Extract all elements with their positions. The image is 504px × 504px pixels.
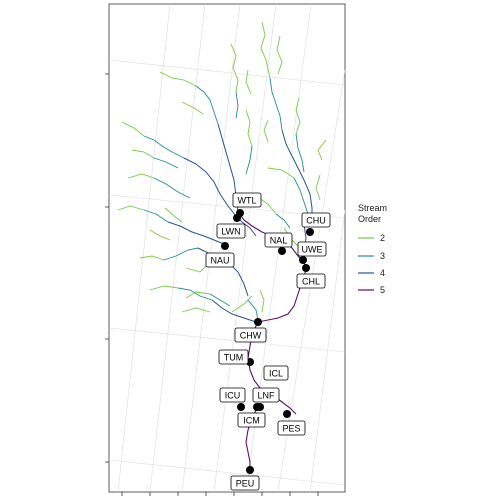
site-points bbox=[221, 209, 314, 474]
site-point-icu[interactable] bbox=[237, 403, 245, 411]
site-label-icl: ICL bbox=[263, 365, 289, 381]
site-point-nau[interactable] bbox=[221, 242, 229, 250]
site-label-text: NAL bbox=[270, 236, 288, 246]
site-label-text: UWE bbox=[302, 245, 323, 255]
site-label-text: PEU bbox=[236, 479, 255, 489]
graticule bbox=[108, 3, 346, 493]
site-point-pes[interactable] bbox=[283, 410, 291, 418]
site-label-chl: CHL bbox=[296, 273, 326, 289]
streams-order-2 bbox=[117, 21, 327, 313]
legend-label-order-2: 2 bbox=[380, 233, 385, 243]
site-label-text: CHW bbox=[240, 331, 262, 341]
site-label-icm: ICM bbox=[237, 412, 266, 428]
legend-label-order-3: 3 bbox=[380, 251, 385, 261]
legend-title-line1: Stream bbox=[358, 203, 387, 213]
site-point-uwe[interactable] bbox=[299, 256, 307, 264]
site-point-chw[interactable] bbox=[254, 318, 262, 326]
site-label-lnf: LNF bbox=[252, 387, 280, 403]
legend-label-order-4: 4 bbox=[380, 268, 385, 278]
legend-title-line2: Order bbox=[358, 214, 381, 224]
site-point-chu[interactable] bbox=[306, 228, 314, 236]
site-label-text: CHL bbox=[302, 277, 320, 287]
site-label-uwe: UWE bbox=[297, 241, 327, 257]
site-label-text: ICL bbox=[269, 369, 283, 379]
site-label-nau: NAU bbox=[205, 252, 235, 268]
site-label-text: PES bbox=[282, 424, 300, 434]
site-point-peu[interactable] bbox=[246, 466, 254, 474]
streams-order-3 bbox=[143, 77, 309, 321]
site-label-text: LNF bbox=[257, 391, 275, 401]
site-label-text: NAU bbox=[210, 256, 229, 266]
site-label-chu: CHU bbox=[301, 212, 331, 228]
site-point-lwn[interactable] bbox=[233, 214, 241, 222]
site-label-peu: PEU bbox=[230, 475, 260, 491]
site-label-text: ICU bbox=[225, 391, 241, 401]
site-label-icu: ICU bbox=[219, 387, 246, 403]
site-label-chw: CHW bbox=[234, 327, 267, 343]
site-label-pes: PES bbox=[277, 420, 306, 436]
site-label-lwn: LWN bbox=[216, 223, 246, 239]
legend-label-order-5: 5 bbox=[380, 285, 385, 295]
site-label-nal: NAL bbox=[264, 232, 293, 248]
site-label-text: LWN bbox=[221, 227, 240, 237]
site-labels: WTL LWN NAL NAU CHU UWE CHL CHW bbox=[205, 192, 331, 491]
site-label-text: TUM bbox=[224, 353, 244, 363]
legend: Stream Order 2 3 4 5 bbox=[358, 203, 387, 295]
site-point-icm[interactable] bbox=[253, 403, 261, 411]
site-point-nal[interactable] bbox=[278, 247, 286, 255]
site-point-chl[interactable] bbox=[302, 264, 310, 272]
site-label-text: CHU bbox=[306, 216, 326, 226]
site-label-text: WTL bbox=[238, 196, 257, 206]
axis-ticks bbox=[105, 73, 319, 496]
site-label-text: ICM bbox=[243, 416, 260, 426]
site-label-wtl: WTL bbox=[232, 192, 262, 208]
site-label-tum: TUM bbox=[218, 349, 249, 365]
